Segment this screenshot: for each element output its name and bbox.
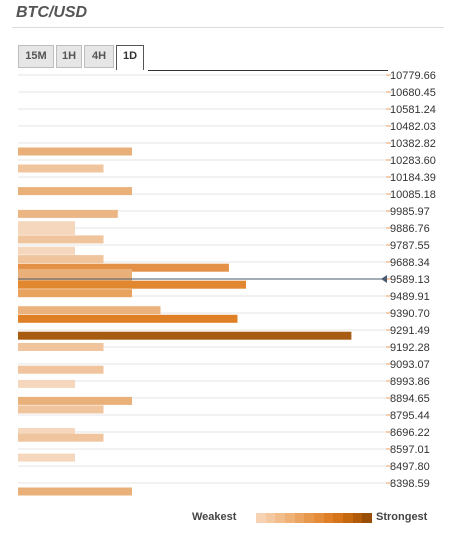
volume-bar xyxy=(18,487,132,496)
price-level-label: 10382.82 xyxy=(390,138,436,150)
price-level-label: 10085.18 xyxy=(390,189,436,201)
volume-bar xyxy=(18,453,75,462)
chart-title: BTC/USD xyxy=(16,4,88,21)
volume-bar xyxy=(18,314,238,323)
legend-gradient xyxy=(256,513,373,523)
volume-bar xyxy=(18,396,132,405)
volume-bar xyxy=(18,433,104,442)
tab-1h[interactable]: 1H xyxy=(56,45,82,68)
volume-bar xyxy=(18,331,352,340)
price-level-label: 9886.76 xyxy=(390,223,430,235)
volume-bar xyxy=(18,255,104,264)
legend-swatch xyxy=(362,513,373,523)
price-level-label: 8398.59 xyxy=(390,478,430,490)
legend-swatch xyxy=(352,513,363,523)
timeframe-tabs: 15M 1H 4H 1D xyxy=(18,45,146,70)
legend-swatch xyxy=(285,513,295,523)
volume-bar xyxy=(18,289,132,298)
current-price-marker xyxy=(381,274,387,283)
tab-1d[interactable]: 1D xyxy=(116,45,144,70)
legend-swatch xyxy=(304,513,315,523)
volume-bar xyxy=(18,235,104,244)
legend-swatch xyxy=(333,513,344,523)
strength-legend: Weakest Strongest xyxy=(0,508,450,528)
volume-bar xyxy=(18,379,75,388)
price-level-label: 8696.22 xyxy=(390,427,430,439)
price-level-label: 9489.91 xyxy=(390,291,430,303)
price-level-label: 10482.03 xyxy=(390,121,436,133)
confluence-chart: 10779.66 10680.45 10581.24 10482.03 10382.82… xyxy=(18,70,436,496)
tab-15m[interactable]: 15M xyxy=(18,45,54,68)
legend-strongest-label: Strongest xyxy=(376,511,428,523)
legend-swatch xyxy=(256,513,266,523)
price-level-label: 8795.44 xyxy=(390,410,430,422)
price-level-label: 8497.80 xyxy=(390,461,430,473)
tab-underline xyxy=(148,70,388,71)
price-level-label: 9093.07 xyxy=(390,359,430,371)
volume-bar xyxy=(18,306,161,315)
price-level-label: 9390.70 xyxy=(390,308,430,320)
volume-bar xyxy=(18,209,118,218)
volume-bar xyxy=(18,164,104,173)
volume-bar xyxy=(18,365,104,374)
price-level-label: 10581.24 xyxy=(390,104,436,116)
volume-bar xyxy=(18,246,75,255)
price-level-label: 8894.65 xyxy=(390,393,430,405)
volume-bar xyxy=(18,280,246,289)
legend-swatch xyxy=(323,513,334,523)
volume-bar xyxy=(18,428,75,436)
price-level-label: 9688.34 xyxy=(390,257,430,269)
price-level-label: 8597.01 xyxy=(390,444,430,456)
tab-4h[interactable]: 4H xyxy=(84,45,114,68)
price-level-label: 10283.60 xyxy=(390,155,436,167)
volume-bar xyxy=(18,226,75,235)
legend-swatch xyxy=(343,513,353,523)
price-level-label: 10184.39 xyxy=(390,172,436,184)
price-level-label: 10779.66 xyxy=(390,70,436,82)
legend-swatch xyxy=(314,513,324,523)
volume-bar xyxy=(18,221,75,230)
volume-bar xyxy=(18,147,132,156)
price-level-label: 8993.86 xyxy=(390,376,430,388)
price-level-label: 9787.55 xyxy=(390,240,430,252)
volume-bar xyxy=(18,343,104,351)
price-level-label: 10680.45 xyxy=(390,87,436,99)
price-level-label: 9192.28 xyxy=(390,342,430,354)
volume-bar xyxy=(18,263,229,272)
volume-bar xyxy=(18,268,132,277)
title-divider xyxy=(12,27,444,28)
volume-bar xyxy=(18,187,132,196)
price-level-label: 9589.13 xyxy=(390,274,430,286)
legend-swatch xyxy=(265,513,276,523)
volume-bar xyxy=(18,405,104,414)
legend-weakest-label: Weakest xyxy=(192,511,237,523)
price-level-label: 9291.49 xyxy=(390,325,430,337)
legend-swatch xyxy=(275,513,286,523)
legend-swatch xyxy=(294,513,305,523)
price-level-label: 9985.97 xyxy=(390,206,430,218)
